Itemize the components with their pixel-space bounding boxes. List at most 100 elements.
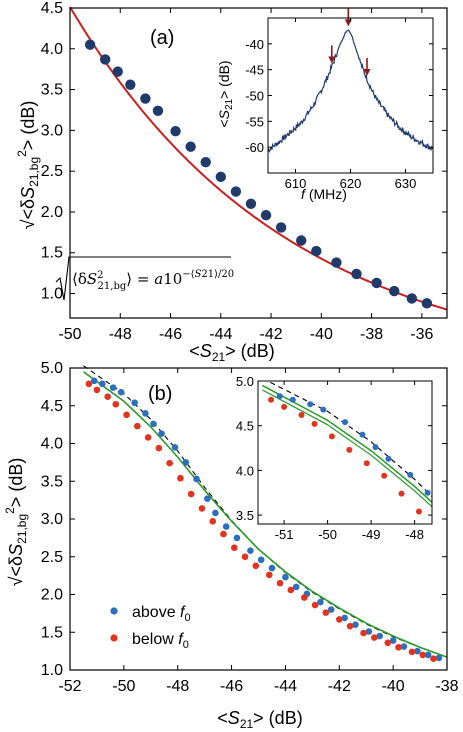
panel-b-point-below bbox=[177, 474, 184, 482]
panel-b-point-above bbox=[90, 377, 98, 385]
panel-b-point-below bbox=[230, 544, 238, 551]
panel-a-x-tick-label: -50 bbox=[58, 326, 81, 343]
panel-a-point bbox=[260, 210, 272, 221]
panel-a-y-tick-label: 4.5 bbox=[41, 0, 63, 17]
panel-b-inset-x-tick-label: -49 bbox=[362, 527, 381, 542]
panel-b-inset-point-below bbox=[398, 490, 405, 497]
panel-b-point-below bbox=[198, 505, 206, 512]
panel-b-point-above bbox=[171, 443, 179, 451]
panel-a-inset-background bbox=[268, 18, 433, 173]
panel-b-point-below bbox=[335, 616, 343, 623]
panel-b-point-above bbox=[182, 459, 190, 466]
panel-b-point-above bbox=[158, 430, 165, 437]
panel-b-x-tick-label: -40 bbox=[382, 678, 405, 695]
panel-b-y-tick-label: 1.5 bbox=[41, 624, 63, 641]
panel-a-inset-y-tick-label: -45 bbox=[245, 63, 264, 78]
panel-b-inset-y-tick-label: 5.0 bbox=[236, 374, 254, 389]
panel-b-point-below bbox=[408, 648, 416, 656]
panel-a-inset-arrow-head bbox=[363, 68, 371, 76]
panel-b-legend: above f0 below f0 bbox=[110, 604, 191, 651]
panel-a-x-tick-label: -42 bbox=[260, 326, 283, 343]
panel-a-point bbox=[84, 39, 96, 50]
panel-b-inset-point-below bbox=[381, 472, 388, 479]
panel-b-point-below bbox=[265, 571, 273, 579]
legend-marker-below bbox=[110, 634, 118, 642]
panel-b-point-below bbox=[384, 639, 392, 647]
panel-a-point bbox=[152, 105, 164, 116]
panel-a-inset-y-title: <S21> (dB) bbox=[216, 60, 235, 127]
panel-b-inset-green-line bbox=[261, 384, 432, 504]
panel-a: -50 -48 -46 -44 -42 -40 -38 -36 1.0 1.5 2.0 2.5 3.0… bbox=[15, 0, 448, 364]
panel-b-inset-y-ticks: 3.5 4.0 4.5 5.0 bbox=[236, 374, 432, 523]
panel-b-inset-point-below bbox=[311, 420, 318, 427]
panel-a-point bbox=[406, 293, 418, 304]
panel-b-point-above bbox=[268, 564, 276, 572]
panel-b-y-tick-label: 4.0 bbox=[41, 436, 63, 453]
panel-b-point-below bbox=[346, 622, 354, 630]
panel-a-label: (a) bbox=[150, 27, 174, 49]
panel-b-point-above bbox=[109, 384, 117, 391]
panel-a-point bbox=[140, 93, 151, 104]
panel-b-point-above bbox=[424, 651, 432, 659]
panel-b-inset-points bbox=[268, 393, 431, 515]
panel-b-point-below bbox=[209, 517, 217, 525]
panel-b-y-tick-label: 1.0 bbox=[41, 662, 63, 679]
panel-a-point bbox=[185, 141, 196, 152]
panel-b-inset-frame bbox=[257, 380, 433, 525]
panel-a-inset-y-tick-label: -50 bbox=[245, 89, 264, 104]
panel-b-inset-point-below bbox=[298, 411, 305, 418]
panel-b-point-above bbox=[400, 643, 408, 650]
panel-a-x-tick-label: -44 bbox=[209, 326, 232, 343]
panel-b-point-below bbox=[93, 386, 101, 394]
panel-a-point bbox=[311, 245, 322, 257]
panel-b-y-tick-label: 3.5 bbox=[41, 473, 63, 490]
panel-b-point-above bbox=[292, 583, 300, 591]
panel-b-point-below bbox=[155, 444, 163, 452]
panel-b-green-line bbox=[82, 371, 448, 658]
panel-b-inset-point-above bbox=[359, 431, 366, 438]
panel-b-points bbox=[85, 377, 443, 662]
panel-b-x-tick-label: -50 bbox=[112, 678, 135, 695]
panel-b-point-above bbox=[233, 534, 241, 542]
panel-b-inset-point-above bbox=[372, 444, 379, 451]
panel-b-y-tick-label: 2.0 bbox=[41, 587, 63, 604]
panel-b-inset-y-tick-label: 4.5 bbox=[236, 419, 254, 434]
panel-b-x-tick-label: -42 bbox=[328, 678, 351, 695]
panel-a-x-ticks: -50 -48 -46 -44 -42 -40 -38 -36 bbox=[58, 8, 434, 343]
panel-a-point bbox=[245, 198, 257, 209]
panel-b-inset-point-below bbox=[268, 396, 275, 403]
panel-b-y-tick-label: 3.0 bbox=[41, 511, 63, 528]
panel-b-point-below bbox=[419, 651, 427, 659]
panel-b-y-tick-label: 4.5 bbox=[41, 398, 63, 415]
panel-a-y-tick-label: 2.5 bbox=[41, 163, 63, 180]
panel-b-point-above bbox=[317, 598, 324, 606]
panel-a-point bbox=[230, 186, 242, 197]
panel-a-inset-x-tick-label: 630 bbox=[395, 176, 417, 191]
panel-a-plot-area bbox=[69, 6, 448, 311]
legend-marker-above bbox=[110, 607, 118, 615]
panel-b-point-below bbox=[112, 400, 120, 408]
panel-b-point-below bbox=[287, 586, 295, 594]
panel-a-point bbox=[170, 125, 181, 137]
panel-a-x-axis-title: <S21> (dB) bbox=[189, 341, 274, 364]
panel-a-point bbox=[215, 171, 226, 183]
panel-b-point-above bbox=[142, 410, 149, 417]
panel-b-point-below bbox=[276, 579, 284, 587]
panel-a-x-tick-label: -38 bbox=[360, 326, 383, 343]
panel-b-point-below bbox=[241, 553, 249, 561]
panel-b-y-tick-label: 5.0 bbox=[41, 360, 63, 377]
panel-b-inset-point-below bbox=[415, 508, 422, 515]
panel-a-y-tick-label: 4.0 bbox=[41, 41, 63, 58]
panel-a-point bbox=[125, 79, 136, 90]
panel-b-inset-x-tick-label: -48 bbox=[405, 527, 424, 542]
panel-b-point-below bbox=[123, 411, 130, 419]
panel-a-inset-y-tick-label: -60 bbox=[245, 140, 264, 155]
panel-b-point-above bbox=[131, 399, 138, 407]
panel-a-fit-curve bbox=[69, 6, 448, 311]
panel-b-point-above bbox=[117, 388, 125, 396]
panel-b-inset-point-above bbox=[320, 406, 327, 413]
panel-a-inset-x-tick-label: 610 bbox=[285, 176, 307, 191]
panel-a-inset-y-tick-label: -55 bbox=[245, 114, 264, 129]
panel-b-point-below bbox=[85, 380, 93, 388]
